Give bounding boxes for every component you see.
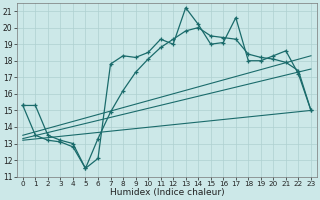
X-axis label: Humidex (Indice chaleur): Humidex (Indice chaleur) (109, 188, 224, 197)
